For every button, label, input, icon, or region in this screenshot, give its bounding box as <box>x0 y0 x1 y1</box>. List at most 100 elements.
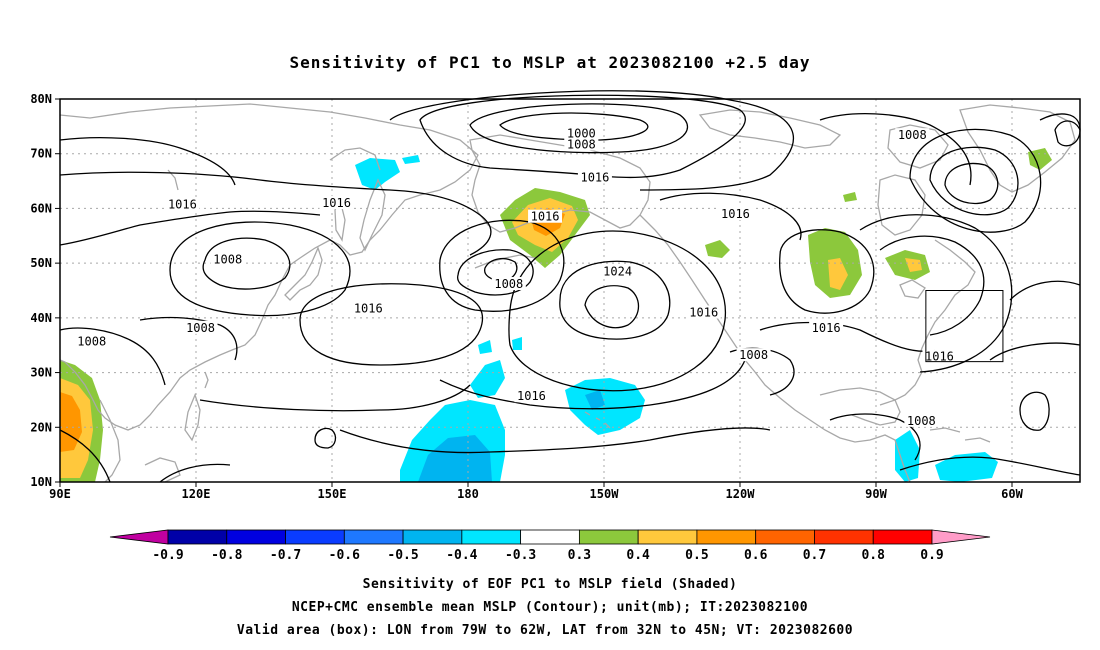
contour-label: 1008 <box>567 138 596 152</box>
lat-tick-label: 20N <box>30 420 52 434</box>
contour-label-bg <box>74 334 109 348</box>
coastline-indochina <box>99 399 121 483</box>
valid-area-box <box>925 290 1004 363</box>
footer-line-3: Valid area (box): LON from 79W to 62W, L… <box>237 623 853 638</box>
shade-negative-caribbean-2 <box>935 452 998 482</box>
colorbar-label: 0.9 <box>920 548 943 563</box>
contour-arctic-1016 <box>419 94 746 179</box>
contour-label-bg <box>183 320 218 334</box>
contour-label-bg <box>165 197 200 211</box>
contour-label: 1016 <box>354 302 383 316</box>
colorbar-label: -0.9 <box>152 548 183 563</box>
contour-label-bg <box>210 252 245 266</box>
colorbar-swatch <box>520 529 580 545</box>
contour-label-bg <box>564 126 599 140</box>
contour-arctic-1008 <box>469 103 689 154</box>
contour-labrador-low2 <box>929 146 1019 216</box>
contour-label: 1000 <box>567 127 596 141</box>
contour-aleutian-1008 <box>456 249 534 296</box>
shade-negative-small-1 <box>478 340 492 354</box>
contour-label-bg <box>904 413 939 427</box>
lat-tick-label: 70N <box>30 147 52 161</box>
lon-tick-label: 120W <box>726 487 756 501</box>
shade-negative-hawaii-core <box>585 390 605 410</box>
contour-arctic-1000 <box>499 112 649 141</box>
contour-label-bg <box>319 196 354 210</box>
colorbar-swatch <box>285 529 345 545</box>
contour-na-1016b <box>759 321 936 352</box>
colorbar-left-arrow <box>109 529 169 545</box>
coastline-hudson <box>877 174 926 236</box>
contour-na-east <box>879 235 985 336</box>
contour-label: 1008 <box>213 252 242 266</box>
contour-label: 1016 <box>689 305 718 319</box>
contour-label: 1008 <box>77 334 106 348</box>
contour-south-1008 <box>159 463 231 483</box>
contour-labrador-low <box>944 162 999 205</box>
colorbar-right-arrow <box>931 529 991 545</box>
contour-label-bg <box>718 206 753 220</box>
colorbar-label: -0.6 <box>329 548 360 563</box>
latitude-axis: 80N 70N 60N 50N 40N 30N 20N 10N <box>30 92 60 489</box>
contour-high-1016 <box>508 230 727 392</box>
colorbar-label: -0.3 <box>505 548 536 563</box>
contour-label-bg <box>895 128 930 142</box>
contour-aleutian-1016 <box>439 219 565 312</box>
contour-na-1016 <box>779 229 875 314</box>
lat-tick-label: 80N <box>30 92 52 106</box>
contour-gulf-1008 <box>829 413 921 461</box>
contour-asia-1008 <box>59 327 166 386</box>
contour-label-bg <box>491 277 526 291</box>
contour-tropic-1008 <box>899 456 1081 476</box>
coastline-kamchatka <box>359 178 386 252</box>
contour-label: 1024 <box>603 264 632 278</box>
contour-label: 1008 <box>898 128 927 142</box>
colorbar-label: 0.5 <box>685 548 708 563</box>
contour-atlantic-oval2 <box>1019 391 1050 431</box>
lat-tick-label: 10N <box>30 475 52 489</box>
contour-label-bg <box>686 305 721 319</box>
contour-label: 1016 <box>721 207 750 221</box>
colorbar-swatch <box>755 529 815 545</box>
colorbar-label: -0.5 <box>387 548 418 563</box>
colorbar-label: 0.8 <box>861 548 885 563</box>
shade-negative-siberia <box>355 158 400 190</box>
contour-mongolia-1008 <box>202 237 291 290</box>
contour-atlantic-high <box>1009 280 1081 301</box>
contour-south-1016b <box>339 427 771 454</box>
coastline-philippines <box>184 393 201 442</box>
colorbar-label: -0.4 <box>446 548 477 563</box>
contour-label: 1016 <box>531 210 560 224</box>
map-frame <box>59 98 1081 483</box>
lat-tick-label: 40N <box>30 311 52 325</box>
figure-title: Sensitivity of PC1 to MSLP at 2023082100… <box>289 53 810 72</box>
colorbar-swatch <box>578 529 639 545</box>
colorbar-swatch <box>872 529 933 545</box>
contour-label-bg <box>600 264 635 278</box>
shade-positive-namerica-3 <box>705 240 730 258</box>
shade-positive-namerica-2-core <box>905 258 922 272</box>
contour-arctic-1012 <box>389 90 795 191</box>
shade-negative-subtropics-2 <box>470 360 505 398</box>
contour-asia-north <box>59 136 236 186</box>
lon-tick-label: 90E <box>49 487 71 501</box>
shade-negative-subtropics-core <box>418 435 492 482</box>
contour-label: 1016 <box>812 321 841 335</box>
colorbar-label: -0.7 <box>270 548 301 563</box>
colorbar-swatch <box>167 529 228 545</box>
colorbar-label: 0.6 <box>744 548 768 563</box>
colorbar-swatch <box>696 529 757 545</box>
contour-south-1008b <box>59 429 111 483</box>
coastline-caribbean <box>929 427 991 443</box>
coastline-gulf <box>819 387 901 426</box>
lon-tick-label: 180 <box>457 487 479 501</box>
coastline-alaska <box>469 134 651 233</box>
contour-asia-1008b <box>139 316 238 361</box>
contour-label: 1008 <box>494 277 523 291</box>
contour-label-bg <box>809 320 844 334</box>
contour-high-1016-outer <box>439 359 746 410</box>
contour-aleutian-inner <box>484 257 518 282</box>
grid-layer <box>60 99 1080 482</box>
contour-canada-1016 <box>659 192 802 241</box>
